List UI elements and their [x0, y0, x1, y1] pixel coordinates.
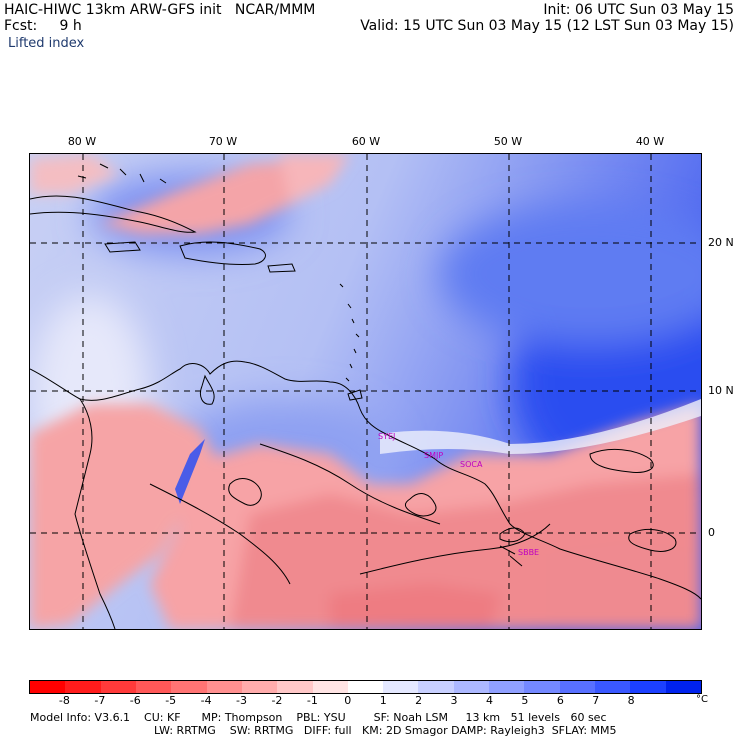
colorbar-swatch	[277, 681, 313, 693]
station-label-smjp: SMJP	[424, 451, 443, 460]
station-label-sbbe: SBBE	[518, 548, 539, 557]
lat-lon-grid	[30, 154, 701, 629]
lon-label-40w: 40 W	[635, 135, 665, 148]
station-label-syej: SYEJ	[378, 432, 395, 441]
colorbar-swatch	[559, 681, 595, 693]
colorbar-swatch	[30, 681, 66, 693]
colorbar-swatch	[453, 681, 490, 693]
colorbar-swatch	[347, 681, 384, 693]
colorbar-swatch	[135, 681, 172, 693]
colorbar-tick-label: 4	[485, 694, 493, 707]
colorbar-tick-label: 0	[344, 694, 352, 707]
lat-label-10n: 10 N	[708, 384, 734, 397]
li-colorbar	[29, 680, 702, 694]
colorbar-swatch	[630, 681, 666, 693]
colorbar-tick-label: 3	[450, 694, 458, 707]
colorbar-tick-label: 5	[521, 694, 529, 707]
colorbar-tick-label: -5	[165, 694, 177, 707]
colorbar-swatch	[489, 681, 525, 693]
station-label-soca: SOCA	[460, 460, 483, 469]
colorbar-swatch	[312, 681, 348, 693]
init-time: Init: 06 UTC Sun 03 May 15	[543, 2, 734, 18]
colorbar-tick-label: 6	[556, 694, 564, 707]
lon-label-60w: 60 W	[351, 135, 381, 148]
lat-label-20n: 20 N	[708, 236, 734, 249]
colorbar-ticks: -8 -7 -6 -5 -4 -3 -2 -1 0 1 2 3 4 5 6 7 8	[29, 695, 702, 709]
field-name: Lifted index	[8, 36, 85, 51]
colorbar-unit: °C	[696, 694, 708, 705]
forecast-hour: Fcst: 9 h	[4, 18, 82, 34]
colorbar-tick-label: 7	[592, 694, 600, 707]
valid-time: Valid: 15 UTC Sun 03 May 15 (12 LST Sun …	[360, 18, 734, 34]
colorbar-tick-label: -2	[271, 694, 283, 707]
colorbar-swatch	[665, 681, 701, 693]
model-info-line-1: Model Info: V3.6.1 CU: KF MP: Thompson P…	[30, 711, 607, 724]
lifted-index-map: SYEJ SMJP SOCA SBBE	[29, 153, 702, 630]
colorbar-tick-label: -7	[94, 694, 106, 707]
lon-label-50w: 50 W	[493, 135, 523, 148]
colorbar-tick-label: -6	[129, 694, 141, 707]
model-info-line-2: LW: RRTMG SW: RRTMG DIFF: full KM: 2D Sm…	[154, 724, 617, 737]
lon-label-80w: 80 W	[67, 135, 97, 148]
lat-label-0: 0	[708, 526, 715, 539]
colorbar-swatch	[241, 681, 278, 693]
colorbar-tick-label: 1	[379, 694, 387, 707]
model-title: HAIC-HIWC 13km ARW-GFS init NCAR/MMM	[4, 2, 316, 18]
colorbar-swatch	[206, 681, 242, 693]
colorbar-tick-label: 8	[627, 694, 635, 707]
colorbar-tick-label: -3	[236, 694, 247, 707]
colorbar-swatch	[418, 681, 454, 693]
colorbar-swatch	[595, 681, 631, 693]
colorbar-swatch	[383, 681, 419, 693]
colorbar-swatch	[524, 681, 560, 693]
colorbar-swatch	[100, 681, 136, 693]
colorbar-tick-label: -8	[58, 694, 70, 707]
colorbar-tick-label: 2	[415, 694, 423, 707]
colorbar-tick-label: -4	[200, 694, 212, 707]
colorbar-swatch	[65, 681, 101, 693]
colorbar-swatch	[171, 681, 207, 693]
lon-label-70w: 70 W	[208, 135, 238, 148]
colorbar-tick-label: -1	[306, 694, 318, 707]
